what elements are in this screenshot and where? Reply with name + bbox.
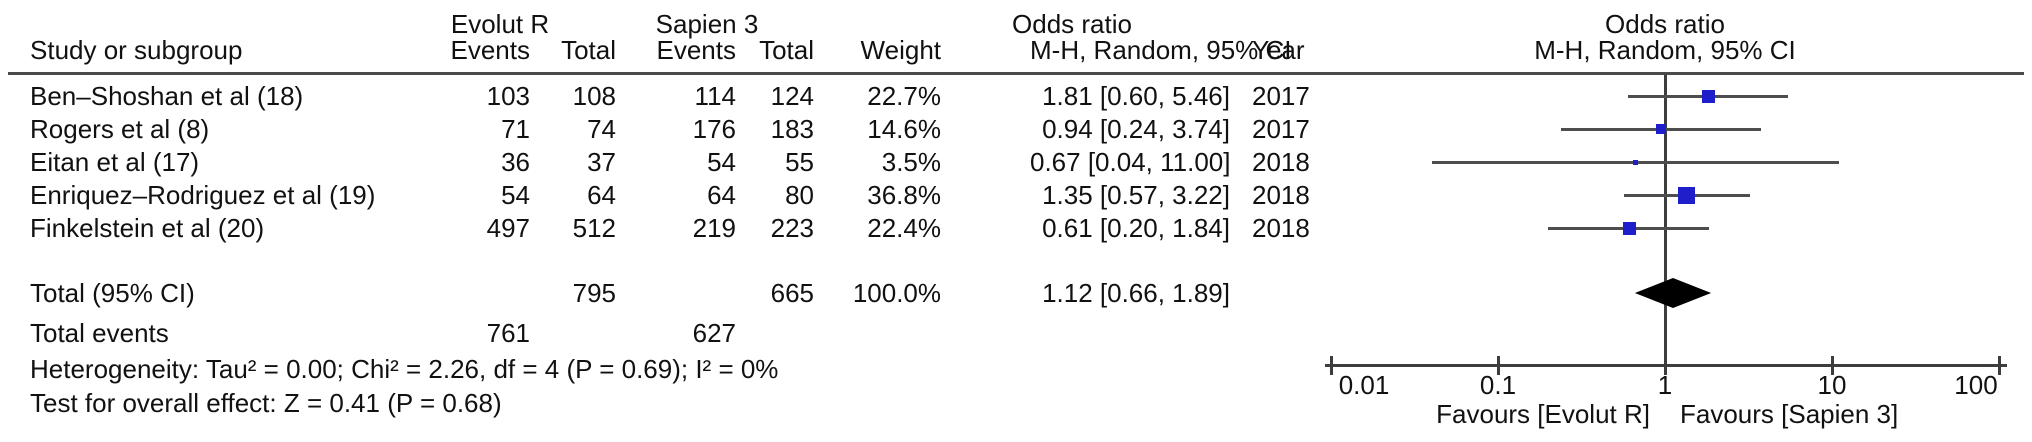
overall-effect-row: Test for overall effect: Z = 0.41 (P = 0… (0, 389, 2032, 417)
events-evolut: 497 (486, 213, 530, 243)
events-sapien: 176 (692, 114, 736, 144)
column-header-row: Study or subgroup Events Total Events To… (0, 36, 2032, 64)
study-row: Eitan et al (17) 36 37 54 55 3.5% 0.67 [… (0, 148, 2032, 176)
group-evolut-r: Evolut R (450, 9, 550, 39)
col-weight: Weight (860, 35, 941, 65)
weight-value: 36.8% (867, 180, 941, 210)
year-value: 2018 (1252, 180, 1310, 210)
x-axis-tick (1663, 356, 1667, 375)
total-evolut: 108 (572, 81, 616, 111)
favours-left-label: Favours [Evolut R] (1436, 399, 1650, 429)
odds-ratio-heading-left: Odds ratio (1012, 9, 1132, 39)
events-evolut: 103 (486, 81, 530, 111)
col-year: Year (1252, 35, 1305, 65)
total-sapien: 183 (770, 114, 814, 144)
year-value: 2018 (1252, 213, 1310, 243)
events-sapien: 54 (707, 147, 736, 177)
events-evolut: 71 (501, 114, 530, 144)
study-row: Enriquez–Rodriguez et al (19) 54 64 64 8… (0, 181, 2032, 209)
x-axis-tick-label: 1 (1657, 370, 1673, 400)
total-weight: 100.0% (852, 278, 941, 308)
total-odds-ratio-ci: 1.12 [0.66, 1.89] (1042, 278, 1230, 308)
study-point-square (1622, 221, 1636, 235)
events-evolut: 36 (501, 147, 530, 177)
odds-ratio-ci-value: 1.81 [0.60, 5.46] (1042, 81, 1230, 111)
col-mh-random-ci-right: M-H, Random, 95% CI (1534, 35, 1796, 65)
x-axis-tick-label: 100 (1954, 370, 1998, 400)
total-evolut-sum: 795 (572, 278, 616, 308)
total-evolut: 37 (587, 147, 616, 177)
study-row: Rogers et al (8) 71 74 176 183 14.6% 0.9… (0, 115, 2032, 143)
col-mh-random-ci: M-H, Random, 95% CI (1030, 35, 1292, 65)
total-sapien: 223 (770, 213, 814, 243)
col-events-sapien: Events (656, 35, 737, 65)
total-events-label: Total events (30, 318, 169, 348)
total-row: Total (95% CI) 795 665 100.0% 1.12 [0.66… (0, 279, 2032, 307)
odds-ratio-ci-value: 0.67 [0.04, 11.00] (1030, 147, 1231, 177)
col-study-or-subgroup: Study or subgroup (30, 35, 243, 65)
total-sapien: 55 (785, 147, 814, 177)
study-name: Eitan et al (17) (30, 147, 200, 177)
heterogeneity-text: Heterogeneity: Tau² = 0.00; Chi² = 2.26,… (30, 354, 779, 384)
study-point-square (1655, 124, 1666, 134)
total-label: Total (95% CI) (30, 278, 195, 308)
total-sapien-sum: 665 (770, 278, 814, 308)
study-name: Finkelstein et al (20) (30, 213, 265, 243)
weight-value: 22.7% (867, 81, 941, 111)
total-events-row: Total events 761 627 (0, 319, 2032, 347)
weight-value: 3.5% (881, 147, 941, 177)
total-events-evolut: 761 (486, 318, 530, 348)
x-axis-tick (1329, 356, 1333, 375)
favours-right-label: Favours [Sapien 3] (1680, 399, 1899, 429)
year-value: 2018 (1252, 147, 1310, 177)
x-axis-tick-label: 0.01 (1338, 370, 1390, 400)
odds-ratio-ci-value: 1.35 [0.57, 3.22] (1042, 180, 1230, 210)
study-name: Rogers et al (8) (30, 114, 210, 144)
weight-value: 14.6% (867, 114, 941, 144)
overall-effect-text: Test for overall effect: Z = 0.41 (P = 0… (30, 388, 502, 418)
events-sapien: 114 (694, 81, 736, 111)
odds-ratio-heading-right: Odds ratio (1605, 9, 1725, 39)
odds-ratio-ci-value: 0.61 [0.20, 1.84] (1042, 213, 1230, 243)
events-sapien: 64 (707, 180, 736, 210)
weight-value: 22.4% (867, 213, 941, 243)
events-evolut: 54 (501, 180, 530, 210)
year-value: 2017 (1252, 81, 1310, 111)
study-point-square (1633, 159, 1639, 165)
x-axis-tick-label: 10 (1817, 370, 1847, 400)
total-evolut: 74 (587, 114, 616, 144)
null-effect-line (1663, 75, 1667, 365)
study-name: Ben–Shoshan et al (18) (30, 81, 304, 111)
study-point-square (1701, 89, 1715, 103)
x-axis-tick-label: 0.1 (1479, 370, 1517, 400)
study-point-square (1678, 186, 1696, 204)
total-sapien: 124 (770, 81, 814, 111)
x-axis-tick (1830, 356, 1834, 375)
col-total-evolut: Total (561, 35, 616, 65)
total-sapien: 80 (785, 180, 814, 210)
col-events-evolut: Events (450, 35, 531, 65)
total-evolut: 64 (587, 180, 616, 210)
total-events-sapien: 627 (692, 318, 736, 348)
header-underline (8, 72, 2024, 75)
col-total-sapien: Total (759, 35, 814, 65)
heterogeneity-row: Heterogeneity: Tau² = 0.00; Chi² = 2.26,… (0, 355, 2032, 383)
odds-ratio-ci-value: 0.94 [0.24, 3.74] (1042, 114, 1230, 144)
study-row: Ben–Shoshan et al (18) 103 108 114 124 2… (0, 82, 2032, 110)
x-axis-tick (1496, 356, 1500, 375)
x-axis-tick (1997, 356, 2001, 375)
total-evolut: 512 (572, 213, 616, 243)
year-value: 2017 (1252, 114, 1310, 144)
group-header-row: Evolut R Sapien 3 Odds ratio Odds ratio (0, 10, 2032, 38)
study-name: Enriquez–Rodriguez et al (19) (30, 180, 376, 210)
events-sapien: 219 (692, 213, 736, 243)
group-sapien-3: Sapien 3 (655, 9, 759, 39)
study-row: Finkelstein et al (20) 497 512 219 223 2… (0, 214, 2032, 242)
